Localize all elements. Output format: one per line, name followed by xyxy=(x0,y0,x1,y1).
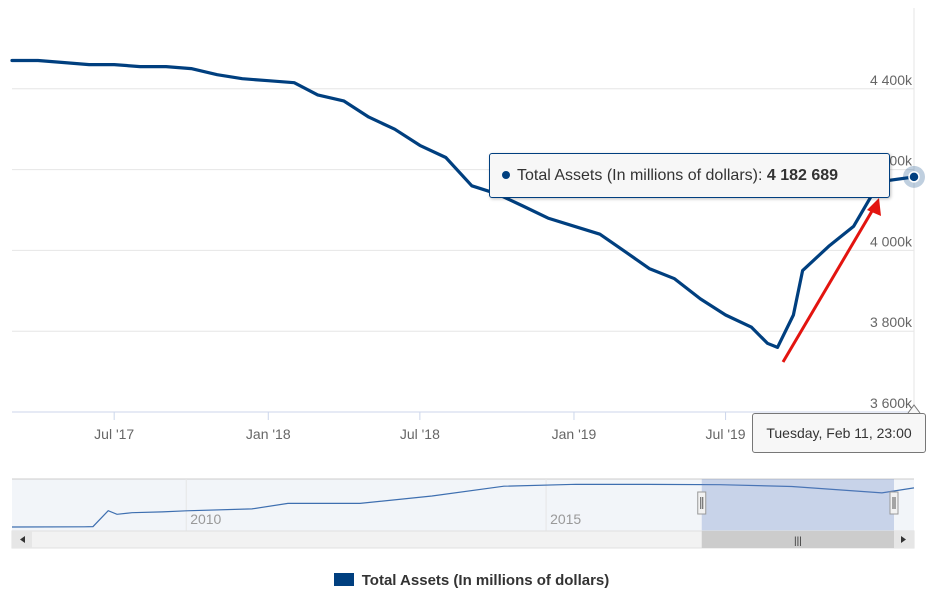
tooltip: Total Assets (In millions of dollars): 4… xyxy=(489,153,890,198)
x-tick-label: Jan '19 xyxy=(552,426,597,442)
series-line-total-assets xyxy=(10,58,916,349)
navigator-window xyxy=(701,479,894,531)
x-tick-label: Jul '17 xyxy=(94,426,134,442)
y-tick-label: 4 000k xyxy=(870,233,913,249)
y-tick-label: 4 400k xyxy=(870,72,913,88)
x-tick-label: Jul '19 xyxy=(706,426,746,442)
navigator-label: 2010 xyxy=(190,511,221,527)
marker-layer xyxy=(903,165,925,414)
navigator-handle-body[interactable] xyxy=(889,491,899,515)
series-layer xyxy=(10,58,916,349)
legend-swatch[interactable] xyxy=(333,573,354,586)
arrow-left-icon[interactable] xyxy=(20,536,25,543)
crosshair-flag-pointer xyxy=(907,404,921,414)
annotation-arrow-shaft xyxy=(781,205,877,363)
navigator-label: 2015 xyxy=(550,511,581,527)
grid xyxy=(12,8,915,413)
y-tick-label: 3 600k xyxy=(870,395,913,411)
x-tick-label: Jan '18 xyxy=(246,426,291,442)
tooltip-series-name: Total Assets (In millions of dollars): xyxy=(517,167,763,184)
tooltip-series-marker xyxy=(502,171,510,179)
x-tick-label: Jul '18 xyxy=(400,426,440,442)
navigator-handle-left[interactable] xyxy=(697,491,707,515)
arrow-right-icon[interactable] xyxy=(901,536,906,543)
tooltip-value: 4 182 689 xyxy=(766,167,839,184)
navigator-series-line xyxy=(11,483,915,528)
legend[interactable]: Total Assets (In millions of dollars) xyxy=(0,569,943,593)
navigator[interactable]: 2010 2015 xyxy=(11,478,915,531)
hover-point xyxy=(908,171,920,183)
legend-label[interactable]: Total Assets (In millions of dollars) xyxy=(361,572,610,589)
annotation-arrow-head xyxy=(867,198,881,216)
scrollbar-thumb[interactable] xyxy=(701,531,894,548)
scrollbar-thumb-grip: ||| xyxy=(794,536,802,547)
navigator-handle-right[interactable] xyxy=(889,491,899,515)
y-tick-label: 3 800k xyxy=(870,314,913,330)
navigator-background xyxy=(12,479,914,531)
navigator-handle-body[interactable] xyxy=(697,491,707,515)
annotation-layer xyxy=(781,198,881,363)
x-axis: Jul '17 Jan '18 Jul '18 Jan '19 Jul '19 xyxy=(94,412,746,442)
scrollbar[interactable]: ||| xyxy=(11,530,915,549)
crosshair-date-label: Tuesday, Feb 11, 23:00 xyxy=(752,413,926,453)
